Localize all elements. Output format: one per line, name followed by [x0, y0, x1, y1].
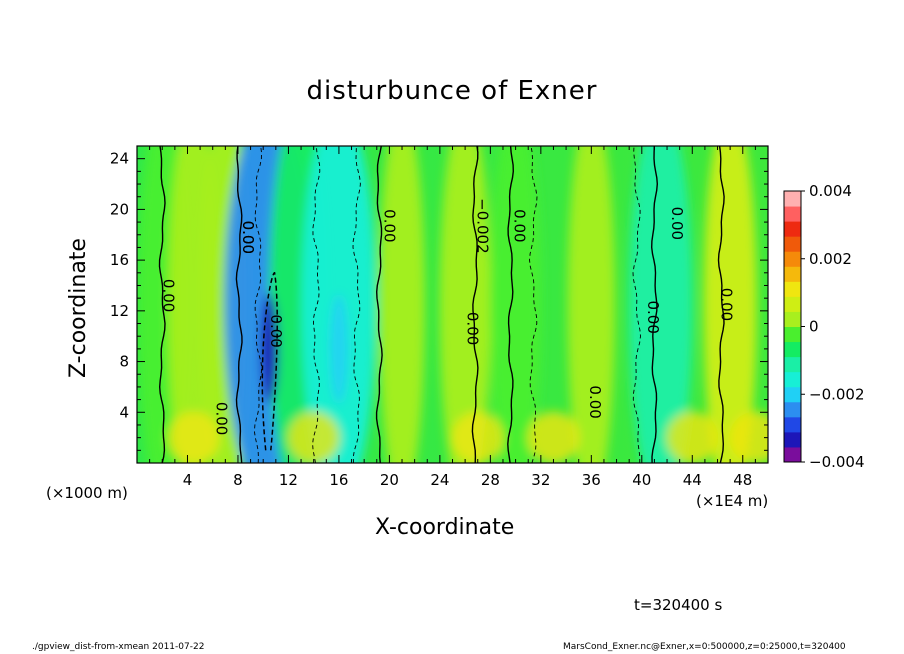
field-column-10 — [567, 146, 616, 463]
colorbar-segment-6 — [784, 371, 801, 388]
chart-title: disturbunce of Exner — [306, 76, 598, 106]
contour-negative-002 — [261, 272, 278, 451]
contour-label-2: 0.00 — [213, 402, 231, 435]
x-tick-label-12: 12 — [279, 471, 298, 489]
field-column-9 — [490, 146, 542, 463]
contour-label-10: 0.00 — [644, 300, 662, 333]
footer-file-info: MarsCond_Exner.nc@Exner,x=0:500000,z=0:2… — [563, 642, 846, 652]
y-tick-label-20: 20 — [110, 200, 129, 218]
contour-negative-3 — [352, 146, 361, 463]
contour-zero-5 — [507, 146, 515, 463]
colorbar-segment-2 — [784, 431, 801, 448]
contour-negative-5 — [632, 146, 641, 463]
y-tick-label-8: 8 — [119, 353, 129, 371]
surface-patch-5 — [666, 411, 719, 463]
colorbar-segment-15 — [784, 236, 801, 252]
x-tick-label-20: 20 — [380, 471, 399, 489]
y-tick-label-12: 12 — [110, 302, 129, 320]
contour-negative-4 — [529, 146, 538, 463]
surface-patch-2 — [287, 411, 340, 463]
x-tick-label-36: 36 — [582, 471, 601, 489]
x-unit-label: (×1E4 m) — [696, 492, 769, 510]
x-tick-label-40: 40 — [632, 471, 651, 489]
contour-label-1: 0.00 — [160, 279, 178, 312]
y-tick-label-4: 4 — [119, 403, 129, 421]
contour-zero-4 — [471, 146, 479, 463]
z-unit-label: (×1000 m) — [46, 484, 128, 502]
colorbar-segment-9 — [784, 326, 801, 343]
colorbar-segment-14 — [784, 251, 801, 267]
colorbar-segment-17 — [784, 206, 801, 222]
x-tick-label-32: 32 — [531, 471, 550, 489]
colorbar-label-5: −0.004 — [809, 453, 865, 471]
colorbar-segment-16 — [784, 221, 801, 237]
colorbar-segment-11 — [784, 296, 801, 312]
footer-script-path: ./gpview_dist-from-xmean 2011-07-22 — [32, 642, 205, 652]
contour-label-7: 0.00 — [510, 209, 528, 242]
surface-patch-1 — [167, 411, 220, 463]
contour-label-6: −0.002 — [474, 198, 492, 254]
field-column-12 — [703, 146, 757, 463]
x-tick-label-48: 48 — [733, 471, 752, 489]
colorbar-segment-7 — [784, 356, 801, 373]
y-tick-label-16: 16 — [110, 251, 129, 269]
contour-label-5: 0.00 — [267, 314, 285, 347]
contour-negative-2 — [312, 146, 321, 463]
contour-zero-3 — [375, 146, 383, 463]
field-core-2 — [329, 293, 348, 404]
contour-label-9: 0.00 — [586, 385, 604, 418]
contour-label-3: 0.00 — [239, 221, 257, 254]
colorbar-segment-8 — [784, 341, 801, 358]
colorbar-segment-10 — [784, 311, 801, 327]
contour-zero-2 — [235, 146, 243, 463]
field-column-11 — [628, 146, 693, 463]
colorbar-label-4: −0.002 — [809, 385, 865, 403]
contour-label-11: 0.00 — [668, 207, 686, 240]
contour-negative-1 — [253, 146, 263, 463]
colorbar-segment-4 — [784, 401, 801, 418]
colorbar-label-3: 0 — [809, 318, 819, 336]
colorbar-label-2: 0.002 — [809, 250, 852, 268]
x-tick-label-44: 44 — [683, 471, 702, 489]
contour-label-12: 0.00 — [717, 288, 735, 321]
colorbar-segment-13 — [784, 266, 801, 282]
surface-patch-3 — [451, 411, 504, 463]
colorbar-segment-18 — [784, 191, 801, 207]
contour-label-4: 0.00 — [380, 209, 398, 242]
y-tick-label-24: 24 — [110, 150, 129, 168]
field-core-1 — [260, 293, 279, 404]
colorbar-segment-1 — [784, 446, 801, 463]
colorbar-label-1: 0.004 — [809, 182, 852, 200]
contour-label-13: 0.00 — [239, 221, 257, 254]
time-label: t=320400 s — [634, 596, 723, 614]
y-axis-label: Z-coordinate — [66, 238, 91, 378]
contour-zero-7 — [717, 146, 725, 463]
field-column-8 — [439, 146, 491, 463]
x-tick-label-28: 28 — [481, 471, 500, 489]
x-tick-label-16: 16 — [329, 471, 348, 489]
colorbar-segment-3 — [784, 416, 801, 433]
contour-label-8: 0.00 — [464, 312, 482, 345]
surface-patch-6 — [729, 411, 768, 463]
x-tick-label-4: 4 — [183, 471, 193, 489]
surface-patch-4 — [527, 411, 580, 463]
x-axis-label: X-coordinate — [375, 515, 515, 540]
x-tick-label-24: 24 — [430, 471, 449, 489]
contour-zero-6 — [650, 146, 659, 463]
field-column-7 — [379, 146, 425, 463]
colorbar-segment-5 — [784, 386, 801, 403]
contour-zero-1 — [158, 146, 166, 463]
x-tick-label-8: 8 — [233, 471, 243, 489]
colorbar-segment-12 — [784, 281, 801, 297]
